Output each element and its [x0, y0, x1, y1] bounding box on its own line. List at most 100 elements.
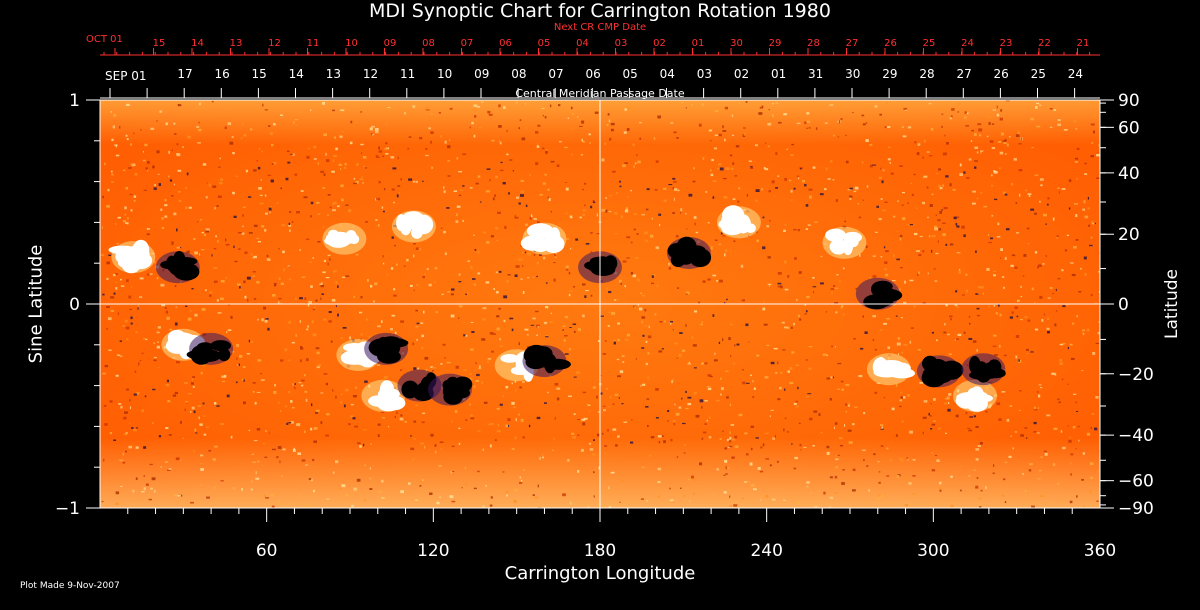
speckle-dot-dark	[1046, 203, 1049, 206]
speckle-dot	[213, 486, 216, 489]
speckle-dot	[157, 326, 161, 329]
speckle-dot	[194, 251, 198, 255]
speckle-dot	[896, 474, 900, 478]
speckle-dot	[200, 219, 202, 221]
speckle-dot	[115, 223, 117, 225]
speckle-dot	[1061, 343, 1066, 345]
speckle-dot	[104, 364, 109, 368]
speckle-dot	[206, 496, 210, 499]
speckle-dot	[340, 337, 344, 339]
speckle-dot	[176, 143, 179, 146]
speckle-dot	[241, 488, 243, 491]
speckle-dot	[1031, 505, 1035, 508]
speckle-dot	[658, 350, 663, 353]
speckle-dot-dark	[119, 340, 122, 342]
speckle-dot	[300, 347, 304, 350]
speckle-dot	[315, 409, 320, 412]
speckle-dot	[886, 447, 889, 450]
speckle-dot	[1066, 303, 1069, 306]
speckle-dot	[1057, 398, 1060, 401]
speckle-dot	[171, 149, 173, 151]
speckle-dot	[676, 137, 679, 139]
speckle-dot	[412, 180, 415, 183]
speckle-dot-dark	[955, 290, 958, 293]
speckle-dot	[606, 388, 609, 390]
next-cr-tick-label: 06	[499, 38, 512, 49]
speckle-dot	[444, 357, 446, 359]
speckle-dot	[641, 316, 646, 319]
speckle-dot	[1003, 354, 1007, 357]
speckle-dot	[917, 143, 921, 146]
speckle-dot	[794, 257, 797, 260]
speckle-dot	[887, 126, 891, 128]
speckle-dot	[176, 361, 180, 364]
speckle-dot	[596, 395, 598, 399]
speckle-dot	[475, 182, 479, 185]
speckle-dot-dark	[152, 388, 156, 391]
speckle-dot-dark	[113, 439, 117, 441]
speckle-dot-dark	[176, 228, 178, 232]
speckle-dot	[996, 113, 1000, 117]
speckle-dot-dark	[524, 251, 527, 254]
speckle-dot	[291, 341, 295, 344]
speckle-dot	[146, 228, 150, 230]
speckle-dot-dark	[233, 245, 235, 248]
speckle-dot	[878, 494, 881, 497]
speckle-dot	[878, 218, 882, 221]
speckle-dot	[300, 346, 303, 349]
speckle-dot	[547, 391, 549, 394]
speckle-dot-dark	[881, 180, 884, 184]
speckle-dot	[199, 484, 202, 486]
speckle-dot	[187, 317, 192, 321]
cmp-tick-label: 04	[660, 67, 675, 81]
speckle-dot	[724, 106, 728, 110]
speckle-dot-dark	[646, 188, 650, 191]
speckle-dot	[198, 128, 202, 132]
speckle-dot	[131, 163, 136, 167]
speckle-dot	[259, 202, 264, 205]
speckle-dot	[704, 423, 707, 425]
speckle-dot-dark	[315, 412, 318, 414]
speckle-dot	[524, 328, 529, 331]
speckle-dot	[320, 392, 324, 394]
speckle-dot	[861, 161, 864, 164]
speckle-dot	[934, 280, 938, 282]
speckle-dot	[647, 335, 652, 339]
speckle-dot	[495, 271, 499, 274]
speckle-dot	[726, 396, 729, 399]
speckle-dot	[326, 214, 330, 216]
next-cr-axis-start: OCT 01	[86, 34, 123, 45]
speckle-dot-dark	[883, 246, 886, 249]
speckle-dot	[653, 137, 656, 140]
speckle-dot	[173, 212, 177, 216]
speckle-dot	[645, 362, 648, 366]
speckle-dot	[831, 345, 833, 348]
speckle-dot	[542, 182, 546, 185]
speckle-dot	[440, 448, 442, 451]
speckle-dot	[806, 127, 808, 129]
speckle-dot	[922, 416, 927, 419]
speckle-dot	[863, 459, 865, 462]
speckle-dot	[369, 488, 373, 490]
speckle-dot	[847, 429, 852, 432]
speckle-dot	[614, 394, 619, 396]
speckle-dot-dark	[396, 194, 399, 198]
speckle-dot	[916, 152, 920, 156]
speckle-dot-dark	[310, 201, 314, 205]
speckle-dot	[482, 231, 487, 234]
speckle-dot	[1047, 297, 1051, 299]
speckle-dot	[115, 502, 119, 505]
speckle-dot	[430, 433, 434, 437]
speckle-dot	[685, 324, 687, 327]
speckle-dot	[295, 124, 298, 126]
speckle-dot	[714, 352, 716, 355]
speckle-dot	[247, 112, 249, 114]
speckle-dot	[1076, 147, 1080, 150]
speckle-dot-dark	[969, 416, 974, 418]
date-axes: OCT 01 15 14 13 12 11 10 09 08 07 06 05 04 03 02 01 30 29…	[86, 34, 1100, 99]
speckle-dot-dark	[463, 334, 466, 337]
speckle-dot	[922, 156, 924, 159]
speckle-dot	[805, 396, 809, 398]
speckle-dot	[756, 239, 759, 243]
